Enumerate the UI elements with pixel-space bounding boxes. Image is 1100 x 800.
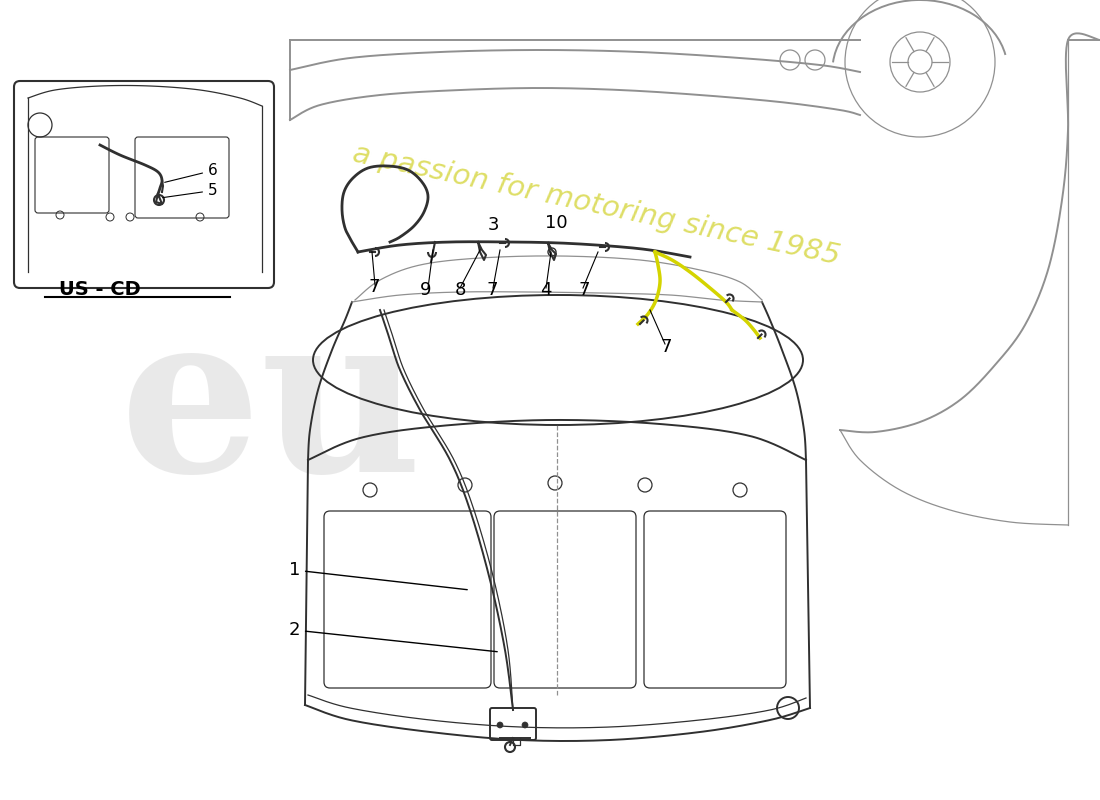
Text: 4: 4 [540, 281, 551, 299]
Text: 5: 5 [163, 183, 218, 198]
Text: 10: 10 [544, 214, 568, 232]
Circle shape [522, 722, 528, 728]
Text: 1: 1 [288, 561, 468, 590]
Text: a passion for motoring since 1985: a passion for motoring since 1985 [350, 139, 843, 270]
Text: 7: 7 [660, 338, 671, 356]
Circle shape [497, 722, 503, 728]
FancyBboxPatch shape [14, 81, 274, 288]
Text: US - CD: US - CD [59, 280, 141, 299]
Text: 7: 7 [487, 281, 498, 299]
Text: eu: eu [120, 302, 424, 518]
Text: 2: 2 [288, 621, 497, 652]
Text: 9: 9 [420, 281, 431, 299]
Text: 8: 8 [455, 281, 466, 299]
Text: 6: 6 [165, 163, 218, 182]
Text: 3: 3 [488, 216, 499, 234]
Text: 7: 7 [368, 278, 379, 296]
Text: 7: 7 [578, 281, 590, 299]
